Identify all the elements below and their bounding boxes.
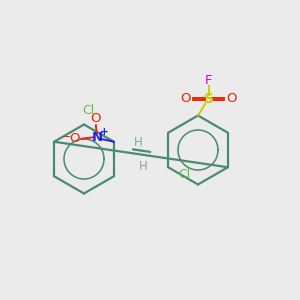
Text: +: + [100,127,108,137]
Text: O: O [226,92,237,106]
Text: S: S [203,92,214,106]
Text: Cl: Cl [178,168,191,181]
Text: −: − [62,132,71,142]
Text: F: F [205,74,212,88]
Text: H: H [139,160,148,172]
Text: N: N [92,131,103,144]
Text: H: H [134,136,143,149]
Text: O: O [180,92,191,106]
Text: O: O [69,132,80,145]
Text: O: O [91,112,101,124]
Text: Cl: Cl [82,104,94,118]
